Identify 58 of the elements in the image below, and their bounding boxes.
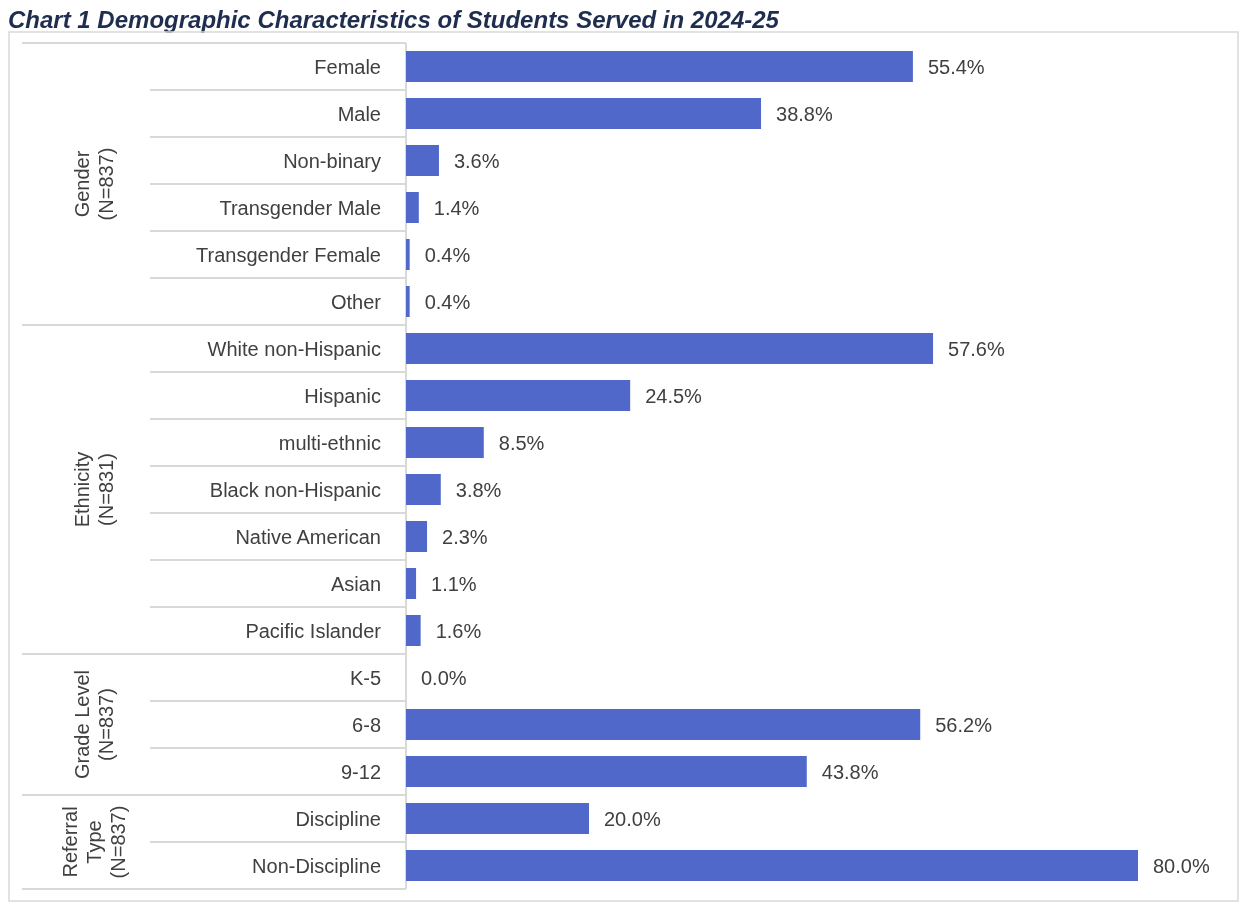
data-label: 57.6% bbox=[948, 337, 1005, 360]
y-tick-label: Other bbox=[330, 290, 382, 313]
y-tick-label: 6-8 bbox=[352, 713, 381, 736]
text: Ethnicity (N=831) bbox=[71, 451, 117, 528]
data-label: 24.5% bbox=[645, 384, 703, 407]
data-label: 0.4% bbox=[424, 243, 471, 266]
bar bbox=[406, 615, 421, 646]
y-tick-label: Pacific Islander bbox=[245, 619, 382, 642]
data-label: 1.1% bbox=[431, 572, 477, 595]
chart-title: Chart 1 Demographic Characteristics of Students Served in 2024-25 bbox=[8, 6, 780, 33]
y-tick-label: K-5 bbox=[349, 666, 381, 689]
text: Referral Type (N=837) bbox=[59, 805, 129, 879]
bar bbox=[406, 521, 428, 552]
bar bbox=[406, 380, 631, 411]
bar bbox=[406, 756, 807, 787]
bar bbox=[406, 192, 419, 223]
y-tick-label: Black non-Hispanic bbox=[209, 478, 381, 501]
data-label: 80.0% bbox=[1153, 854, 1210, 877]
y-tick-label: Female bbox=[314, 55, 381, 78]
y-tick-label: Transgender Male bbox=[219, 196, 381, 219]
y-tick-label: Native American bbox=[235, 525, 381, 548]
bar bbox=[406, 427, 484, 458]
bar bbox=[406, 286, 410, 317]
data-label: 3.8% bbox=[455, 478, 502, 501]
data-label: 56.2% bbox=[935, 713, 993, 736]
y-tick-label: Asian bbox=[330, 572, 381, 595]
bar bbox=[406, 709, 921, 740]
data-label: 8.5% bbox=[498, 431, 545, 454]
data-label: 1.4% bbox=[433, 196, 480, 219]
bar bbox=[406, 51, 913, 82]
data-label: 2.3% bbox=[442, 525, 488, 548]
data-label: 1.6% bbox=[435, 619, 482, 642]
bar bbox=[406, 333, 934, 364]
data-label: 38.8% bbox=[776, 102, 833, 125]
y-tick-label: multi-ethnic bbox=[278, 431, 381, 454]
bar bbox=[406, 803, 589, 834]
y-tick-label: Hispanic bbox=[304, 384, 381, 407]
y-tick-label: 9-12 bbox=[340, 760, 381, 783]
data-label: 55.4% bbox=[927, 55, 985, 78]
data-label: 20.0% bbox=[604, 807, 661, 830]
bar bbox=[406, 98, 762, 129]
y-tick-label: Non-binary bbox=[283, 149, 381, 172]
y-tick-label: Male bbox=[337, 102, 381, 125]
y-tick-label: Discipline bbox=[295, 807, 381, 830]
bar bbox=[406, 850, 1138, 881]
y-tick-label: Transgender Female bbox=[196, 243, 381, 266]
bar bbox=[406, 239, 410, 270]
y-tick-label: Non-Discipline bbox=[252, 854, 381, 877]
bar bbox=[406, 145, 439, 176]
bar bbox=[406, 568, 417, 599]
text: Gender (N=837) bbox=[71, 147, 117, 221]
data-label: 0.0% bbox=[421, 666, 467, 689]
data-label: 3.6% bbox=[453, 149, 500, 172]
data-label: 0.4% bbox=[424, 290, 471, 313]
y-tick-label: White non-Hispanic bbox=[207, 337, 381, 360]
text: Grade Level (N=837) bbox=[71, 670, 117, 779]
bar bbox=[406, 474, 441, 505]
data-label: 43.8% bbox=[821, 760, 879, 783]
